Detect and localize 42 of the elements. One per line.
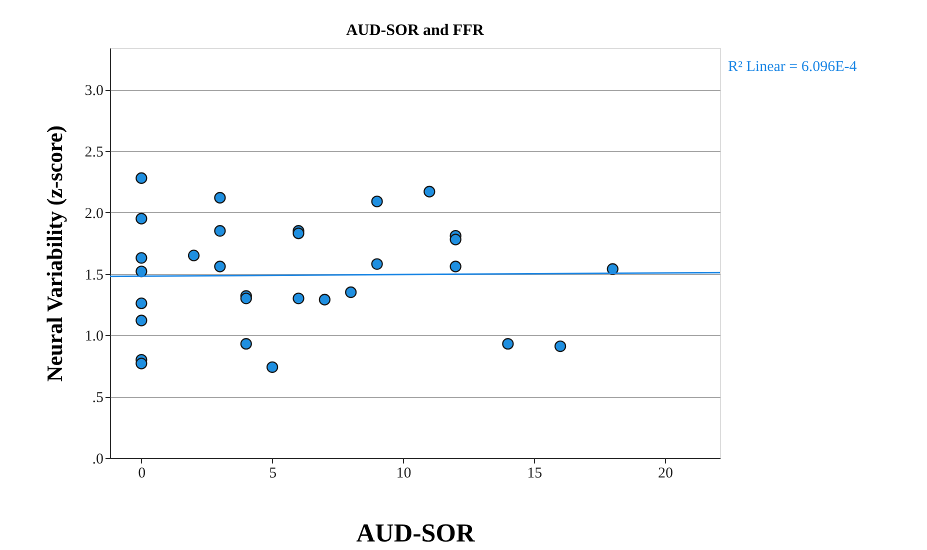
- y-axis-title: Neural Variability (z-score): [42, 125, 67, 382]
- point: [450, 234, 462, 246]
- x-tick-label: 0: [138, 466, 146, 482]
- x-axis-title: AUD-SOR: [356, 518, 475, 548]
- y-tick-label: .5: [92, 390, 104, 406]
- x-tick-label: 20: [658, 466, 674, 482]
- point: [214, 260, 226, 272]
- y-tick-label: 2.5: [84, 144, 104, 161]
- point: [424, 186, 436, 198]
- point: [450, 260, 462, 272]
- point: [240, 292, 252, 304]
- point: [240, 338, 252, 350]
- point: [371, 196, 383, 208]
- point: [136, 252, 148, 264]
- point: [502, 338, 514, 350]
- y-tick-label: 1.0: [84, 328, 104, 345]
- point: [606, 263, 619, 275]
- point: [292, 292, 304, 304]
- point: [214, 192, 226, 204]
- point: [292, 228, 304, 240]
- point: [266, 361, 278, 373]
- point: [345, 286, 357, 298]
- point: [136, 172, 148, 184]
- point: [136, 266, 148, 278]
- point: [136, 358, 148, 370]
- text: R² Linear = 6.096E-4: [728, 59, 858, 75]
- x-tick-label: 5: [269, 466, 277, 482]
- point: [318, 294, 331, 306]
- point: [136, 297, 148, 310]
- y-tick-label: 2.0: [84, 206, 104, 222]
- y-tick-label: .0: [92, 452, 104, 468]
- point: [188, 250, 200, 262]
- chart-title: AUD-SOR and FFR: [346, 22, 484, 39]
- point: [214, 225, 226, 237]
- point: [136, 314, 148, 326]
- point: [554, 340, 566, 352]
- x-tick-label: 10: [396, 466, 412, 482]
- x-tick-label: 15: [527, 466, 542, 482]
- point: [136, 212, 148, 224]
- y-tick-label: 1.5: [84, 267, 104, 284]
- point: [371, 258, 383, 270]
- y-tick-label: 3.0: [84, 83, 104, 100]
